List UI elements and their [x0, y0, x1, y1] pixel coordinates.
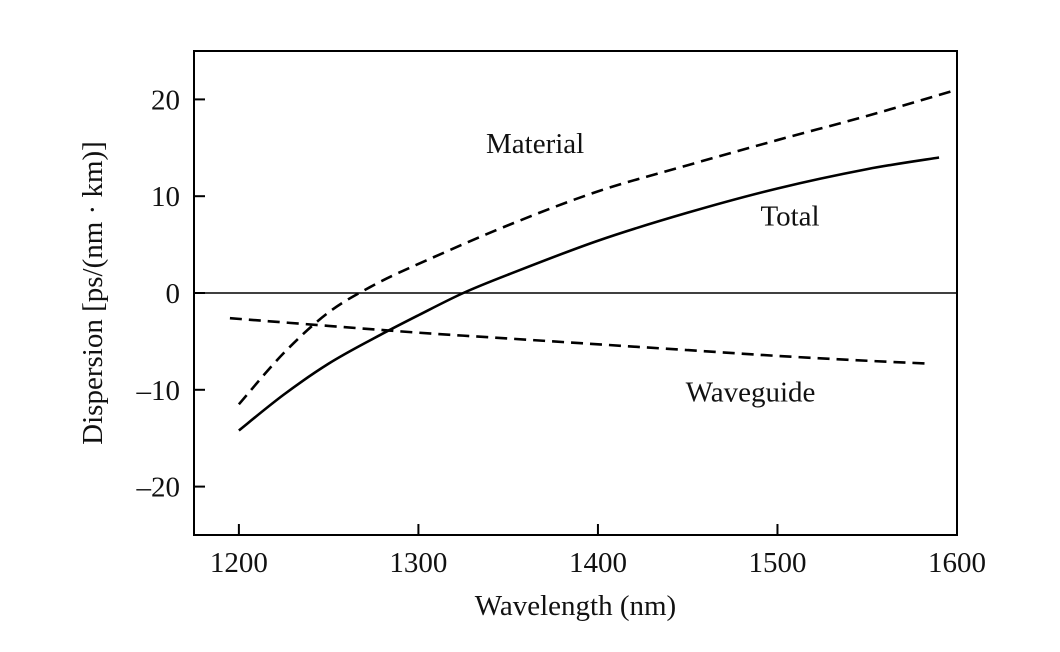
x-axis-ticks: 1200 1300 1400 1500 1600 — [210, 524, 986, 579]
x-tick-label: 1300 — [389, 547, 447, 579]
y-tick-label: –10 — [136, 375, 181, 407]
y-tick-label: 0 — [166, 278, 181, 310]
total-series-line — [238, 156, 940, 432]
series-labels: Material Total Waveguide — [486, 128, 820, 409]
x-tick-label: 1400 — [569, 547, 627, 579]
series-lines — [229, 88, 958, 432]
y-axis-ticks: –20 –10 0 10 20 — [136, 84, 205, 504]
y-tick-label: –20 — [136, 472, 181, 504]
y-axis-title: Dispersion [ps/(nm · km)] — [77, 141, 109, 445]
x-tick-label: 1500 — [748, 547, 806, 579]
x-axis-title: Wavelength (nm) — [475, 590, 676, 622]
x-tick-label: 1600 — [928, 547, 986, 579]
waveguide-series-label: Waveguide — [686, 377, 816, 409]
waveguide-series-line — [229, 316, 931, 365]
material-series-label: Material — [486, 128, 584, 160]
y-tick-label: 20 — [151, 84, 180, 116]
y-tick-label: 10 — [151, 181, 180, 213]
material-series-line — [237, 88, 958, 406]
x-tick-label: 1200 — [210, 547, 268, 579]
total-series-label: Total — [760, 201, 819, 233]
